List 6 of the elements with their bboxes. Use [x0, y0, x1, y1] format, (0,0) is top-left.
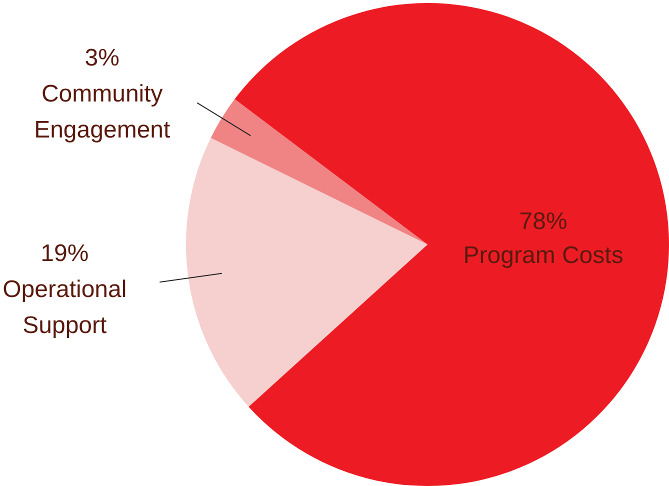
- data-label: 3%: [84, 44, 120, 72]
- slice-label: Community Engagement: [34, 80, 171, 144]
- slice-label: Operational Support: [2, 276, 127, 339]
- data-label: 19%: [40, 240, 89, 267]
- data-label: 78%: [519, 208, 568, 235]
- slice-label: Program Costs: [463, 242, 624, 269]
